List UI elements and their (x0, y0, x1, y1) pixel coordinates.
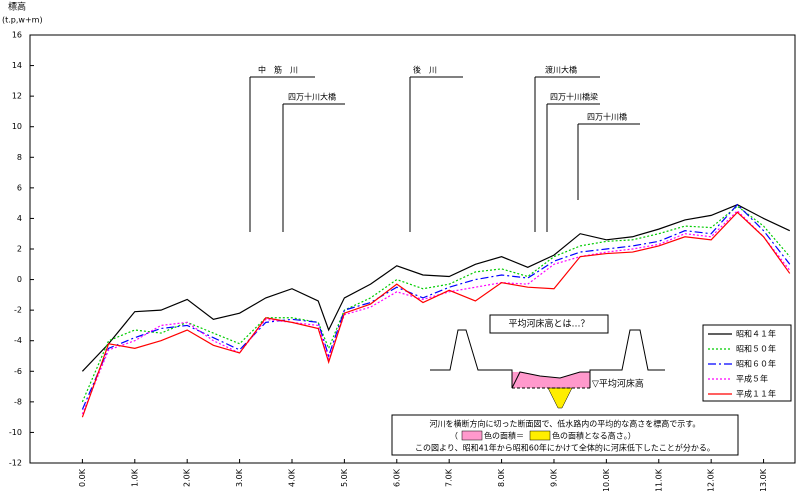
note: 色の面積＝ (484, 431, 524, 441)
legend-label: 昭和４１年 (736, 329, 776, 339)
y-tick-label: -6 (14, 367, 22, 376)
series-line (81, 209, 791, 415)
inset-title: 平均河床高とは…？ (508, 318, 589, 330)
x-tick-label: 9.0K (549, 468, 558, 487)
annotation: 四万十川橋 (587, 112, 627, 122)
x-tick-label: 2.0K (183, 468, 192, 487)
y-tick-label: -12 (9, 459, 22, 468)
series-line (81, 203, 791, 410)
annotation: 中 筋 川 (258, 65, 298, 75)
y-tick-label: 12 (12, 92, 22, 101)
y-tick-label: -4 (14, 336, 22, 345)
inset-box (489, 314, 609, 334)
legend-label: 昭和５０年 (736, 344, 776, 354)
legend (702, 324, 792, 402)
x-tick-label: 10.0K (602, 468, 611, 491)
y-tick-label: -8 (14, 397, 22, 406)
y-tick-label: 14 (12, 61, 22, 70)
series-line (81, 205, 791, 403)
y-tick-label: 10 (12, 122, 22, 131)
note: 河川を横断方向に切った断面図で、低水路内の平均的な高さを標高で示す。 (430, 419, 701, 429)
y-tick-label: 4 (17, 214, 22, 223)
cross-section (430, 329, 665, 389)
y-label: 標高 (8, 1, 26, 13)
series-line (81, 211, 791, 418)
pink-swatch (461, 430, 483, 441)
x-tick-label: 6.0K (392, 468, 401, 487)
y-tick-label: 6 (17, 183, 22, 192)
legend-label: 平成１１年 (736, 389, 776, 399)
x-tick-label: 5.0K (340, 468, 349, 487)
x-tick-label: 7.0K (445, 468, 454, 487)
x-tick-label: 12.0K (707, 468, 716, 491)
x-tick-label: 11.0K (654, 468, 663, 491)
note: （ (450, 432, 458, 441)
legend-label: 平成５年 (736, 374, 768, 384)
fill-area (547, 387, 573, 409)
y-tick-label: -2 (14, 306, 22, 315)
y-label-unit: (t.p,w+m) (2, 16, 43, 25)
x-tick-label: 3.0K (235, 468, 244, 487)
y-tick-label: 2 (17, 245, 22, 254)
y-tick-label: 16 (12, 31, 22, 40)
plot-frame (29, 34, 796, 464)
y-tick-label: 0 (17, 275, 22, 284)
annotation: 後 川 (413, 65, 437, 75)
y-tick-label: -10 (9, 428, 22, 437)
yellow-swatch (529, 430, 551, 441)
series-line (81, 204, 791, 372)
note-box (391, 414, 739, 456)
x-tick-label: 8.0K (497, 468, 506, 487)
note: 色の面積となる高さ。） (552, 431, 636, 441)
note: この図より、昭和41年から昭和60年にかけて全体的に河床低下したことが分かる。 (415, 443, 715, 453)
inset-marker: ▽平均河床高 (592, 378, 644, 390)
legend-label: 昭和６０年 (736, 359, 776, 369)
x-tick-label: 1.0K (130, 468, 139, 487)
annotation: 四万十川橋梁 (550, 92, 598, 102)
x-tick-label: 0.0K (78, 468, 87, 487)
x-tick-label: 13.0K (759, 468, 768, 491)
y-tick-label: 8 (17, 153, 22, 162)
x-tick-label: 4.0K (287, 468, 296, 487)
cut-area (512, 372, 590, 388)
annotation: 四万十川大橋 (288, 92, 336, 102)
annotation: 渡川大橋 (545, 65, 577, 75)
